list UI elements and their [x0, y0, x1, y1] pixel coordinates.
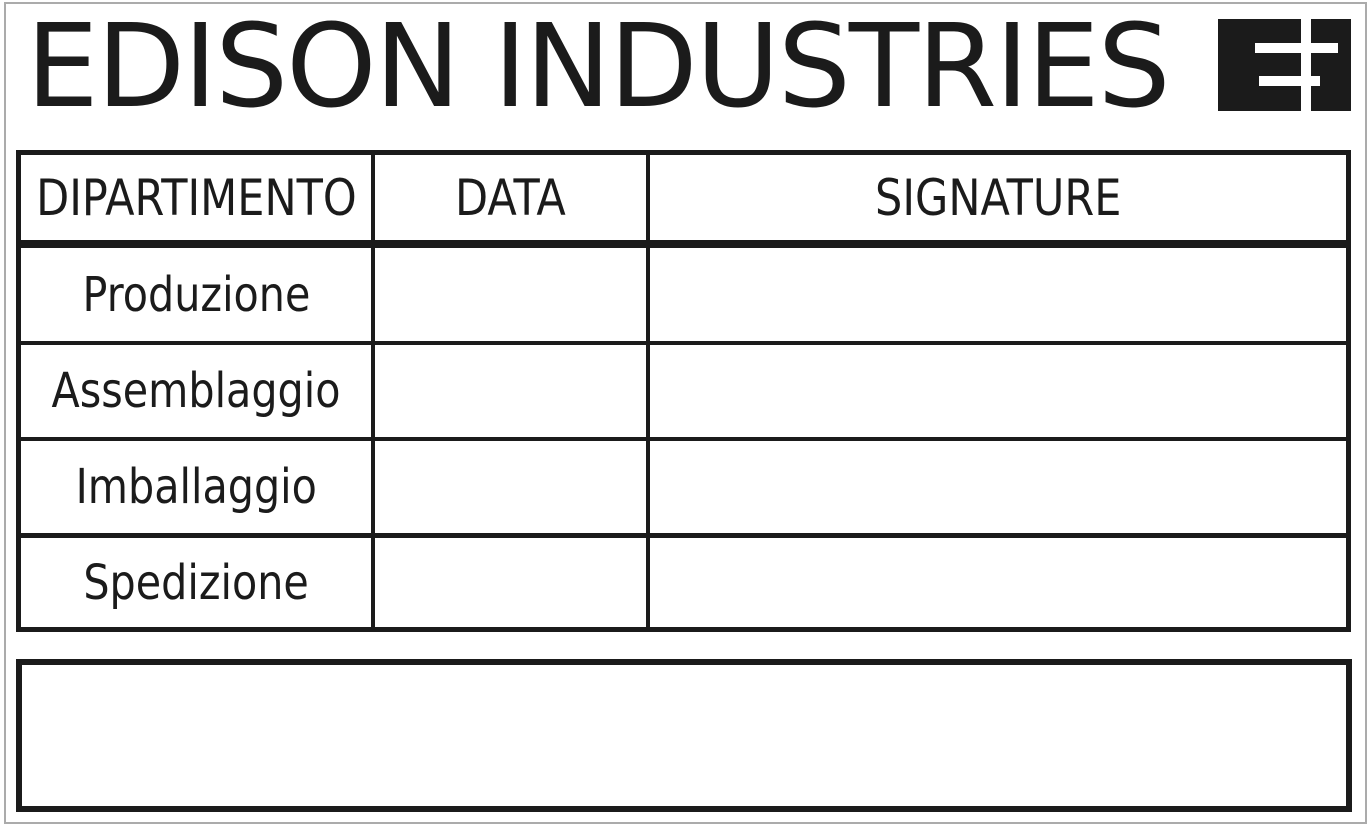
department-label: Spedizione	[83, 554, 309, 611]
row-separator	[21, 341, 1346, 345]
date-field-empty[interactable]	[375, 441, 646, 533]
logo-bottom-notch	[1259, 76, 1320, 86]
header-date-label: DATA	[455, 168, 566, 227]
signature-field-empty[interactable]	[650, 441, 1346, 533]
signature-field-empty[interactable]	[650, 538, 1346, 627]
header-signature: SIGNATURE	[650, 155, 1346, 240]
notes-box-empty[interactable]	[16, 659, 1352, 812]
signature-field-empty[interactable]	[650, 345, 1346, 437]
department-label: Imballaggio	[75, 459, 317, 515]
department-label: Produzione	[82, 266, 310, 323]
department-label: Assemblaggio	[51, 363, 341, 419]
company-title: EDISON INDUSTRIES	[26, 0, 1171, 134]
header-signature-label: SIGNATURE	[874, 168, 1122, 227]
header-department-label: DIPARTIMENTO	[35, 168, 357, 227]
header-department: DIPARTIMENTO	[21, 155, 371, 240]
table-row-department: Spedizione	[21, 538, 371, 627]
company-logo-icon	[1218, 19, 1351, 111]
column-separator	[371, 155, 375, 627]
signature-field-empty[interactable]	[650, 248, 1346, 341]
logo-left-block	[1218, 19, 1301, 111]
routing-table: DIPARTIMENTO DATA SIGNATURE Produzione A…	[16, 150, 1351, 632]
logo-top-notch	[1255, 43, 1338, 53]
table-row-department: Produzione	[21, 248, 371, 341]
date-field-empty[interactable]	[375, 345, 646, 437]
table-row-department: Assemblaggio	[21, 345, 371, 437]
row-separator	[21, 533, 1346, 538]
table-row-department: Imballaggio	[21, 441, 371, 533]
logo-right-block	[1311, 19, 1351, 111]
header-separator	[21, 240, 1346, 248]
date-field-empty[interactable]	[375, 538, 646, 627]
row-separator	[21, 437, 1346, 441]
header-date: DATA	[375, 155, 646, 240]
date-field-empty[interactable]	[375, 248, 646, 341]
column-separator	[646, 155, 650, 627]
